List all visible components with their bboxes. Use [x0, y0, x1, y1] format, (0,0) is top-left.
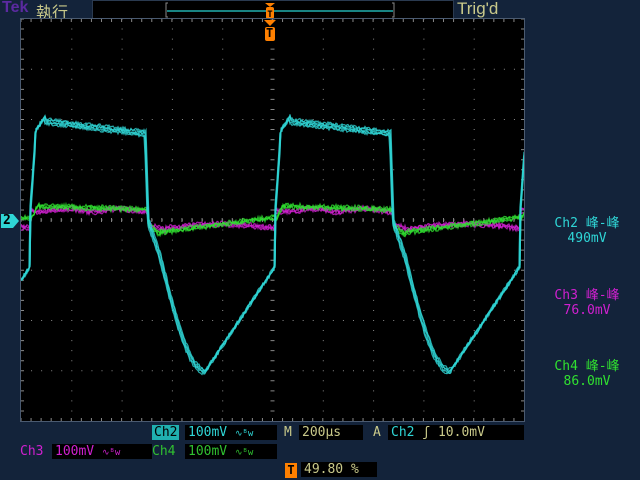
ch4-label[interactable]: Ch4 — [152, 444, 175, 459]
measurement-value: 86.0mV — [542, 374, 632, 389]
ch2-waveform — [21, 117, 524, 372]
ch2-waveform — [21, 118, 524, 374]
bandwidth-limit-icon: ∿ᴮw — [102, 448, 120, 458]
timebase-value[interactable]: 200µs — [299, 425, 363, 440]
measurement-value: 490mV — [542, 231, 632, 246]
trigger-time-marker[interactable]: T — [263, 20, 277, 46]
measurement-ch3: Ch3 峰-峰 76.0mV — [542, 284, 632, 318]
scale-value: 100mV — [55, 444, 94, 459]
ch2-label[interactable]: Ch2 — [152, 425, 179, 440]
ch2-waveform — [21, 119, 524, 373]
trigger-settings[interactable]: Ch2 ʃ 10.0mV — [388, 425, 524, 440]
scale-value: 100mV — [188, 444, 227, 459]
bandwidth-limit-icon: ∿ᴮw — [235, 448, 253, 458]
timebase-label: M — [284, 425, 292, 440]
tek-logo: Tek — [2, 0, 28, 17]
measurement-label: Ch3 峰-峰 — [542, 284, 632, 303]
trigger-label: A — [373, 425, 381, 440]
bandwidth-limit-icon: ∿ᴮw — [235, 429, 253, 439]
trigger-status: Trig'd — [457, 0, 498, 19]
ch2-waveform — [21, 116, 524, 372]
ch2-waveform — [21, 114, 524, 370]
ch3-scale[interactable]: 100mV ∿ᴮw — [52, 444, 152, 459]
ch2-scale[interactable]: 100mV ∿ᴮw — [185, 425, 277, 440]
measurement-ch2: Ch2 峰-峰 490mV — [542, 212, 632, 246]
graticule — [20, 18, 525, 422]
measurement-ch4: Ch4 峰-峰 86.0mV — [542, 355, 632, 389]
rising-edge-icon: ʃ — [422, 425, 430, 440]
trigger-position-value: 49.80 % — [301, 462, 377, 477]
ch3-label[interactable]: Ch3 — [20, 444, 43, 459]
trigger-level: 10.0mV — [438, 425, 485, 440]
ch4-scale[interactable]: 100mV ∿ᴮw — [185, 444, 277, 459]
measurement-value: 76.0mV — [542, 303, 632, 318]
ch2-ground-marker[interactable]: 2 — [0, 213, 20, 230]
measurement-label: Ch4 峰-峰 — [542, 355, 632, 374]
scale-value: 100mV — [188, 425, 227, 440]
trigger-position-icon: T — [285, 463, 297, 478]
measurement-label: Ch2 峰-峰 — [542, 212, 632, 231]
trigger-source: Ch2 — [391, 425, 414, 440]
